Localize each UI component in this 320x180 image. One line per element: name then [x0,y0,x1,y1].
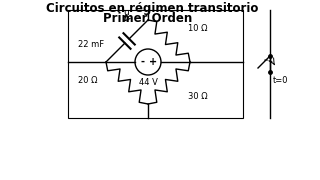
Text: u: u [123,8,129,17]
Text: 10 Ω: 10 Ω [188,24,207,33]
Text: 22 mF: 22 mF [78,39,104,48]
Text: t=0: t=0 [273,75,289,84]
Text: Primer Orden: Primer Orden [103,12,193,25]
Text: 44 V: 44 V [139,78,157,87]
Text: +: + [149,57,157,67]
Text: 30 Ω: 30 Ω [188,91,208,100]
Text: Circuitos en régimen transitorio: Circuitos en régimen transitorio [46,2,258,15]
Text: 20 Ω: 20 Ω [78,75,98,84]
Text: -: - [141,57,145,67]
Bar [68,10,243,118]
